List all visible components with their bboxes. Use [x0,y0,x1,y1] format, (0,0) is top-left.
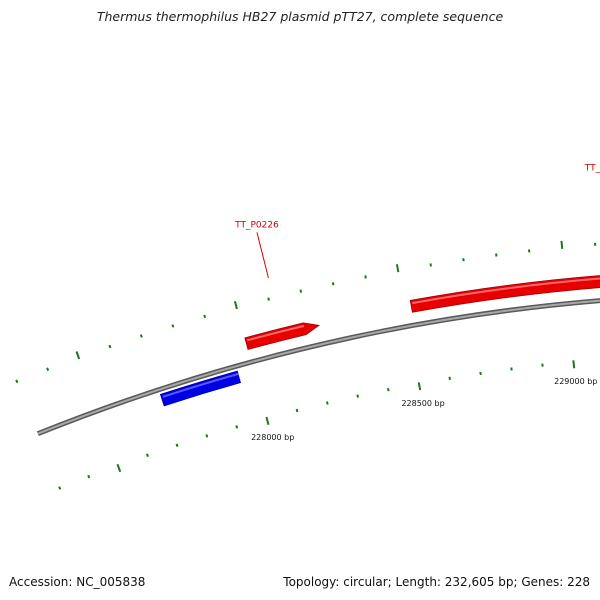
summary-text: Topology: circular; Length: 232,605 bp; … [283,575,590,589]
minor-tick [171,324,175,328]
scale-label-229000: 229000 bp [554,377,597,386]
map-title: Thermus thermophilus HB27 plasmid pTT27,… [96,9,504,24]
inner-tick-track [58,360,576,490]
minor-tick [387,387,390,392]
minor-tick [299,289,303,293]
scale-label-228000: 228000 bp [251,433,294,442]
minor-tick [325,401,329,405]
minor-tick [364,275,367,279]
minor-tick [175,443,179,448]
major-tick [395,264,400,273]
major-tick [265,416,270,425]
accession-text: Accession: NC_005838 [9,575,146,589]
major-tick [572,360,576,369]
major-tick [116,463,122,473]
minor-tick [87,474,91,479]
outer-tick-track [15,240,597,384]
gene-tt-p0227-label: TT_P0227 [584,164,600,174]
gene-tt-p0226-highlight [246,324,305,342]
gene-reverse-strand-highlight [162,373,239,398]
backbone [36,298,600,437]
minor-tick [267,297,270,301]
gene-tt-p0227[interactable] [409,269,600,313]
minor-tick [205,434,209,438]
minor-tick [331,282,335,286]
minor-tick [235,425,239,429]
gene-tt-p0226[interactable] [244,322,320,350]
minor-tick [108,344,112,349]
major-tick [233,300,238,310]
backbone-line [36,298,600,437]
minor-tick [139,334,143,338]
gene-tt-p0226-label: TT_P0226 [234,220,279,230]
minor-tick [15,379,19,384]
gene-tt-p0227-highlight [412,277,600,305]
backbone-highlight [37,299,600,435]
minor-tick [46,367,50,371]
major-tick [75,351,81,360]
minor-tick [295,408,299,413]
major-tick [560,240,564,249]
scale-label-228500: 228500 bp [401,399,444,408]
minor-tick [58,486,62,490]
minor-tick [429,263,432,267]
minor-tick [203,314,207,319]
gene-tt-p0226-leader [256,232,269,279]
minor-tick [356,394,360,398]
major-tick [417,382,422,391]
gene-track [159,269,600,407]
minor-tick [146,453,149,457]
